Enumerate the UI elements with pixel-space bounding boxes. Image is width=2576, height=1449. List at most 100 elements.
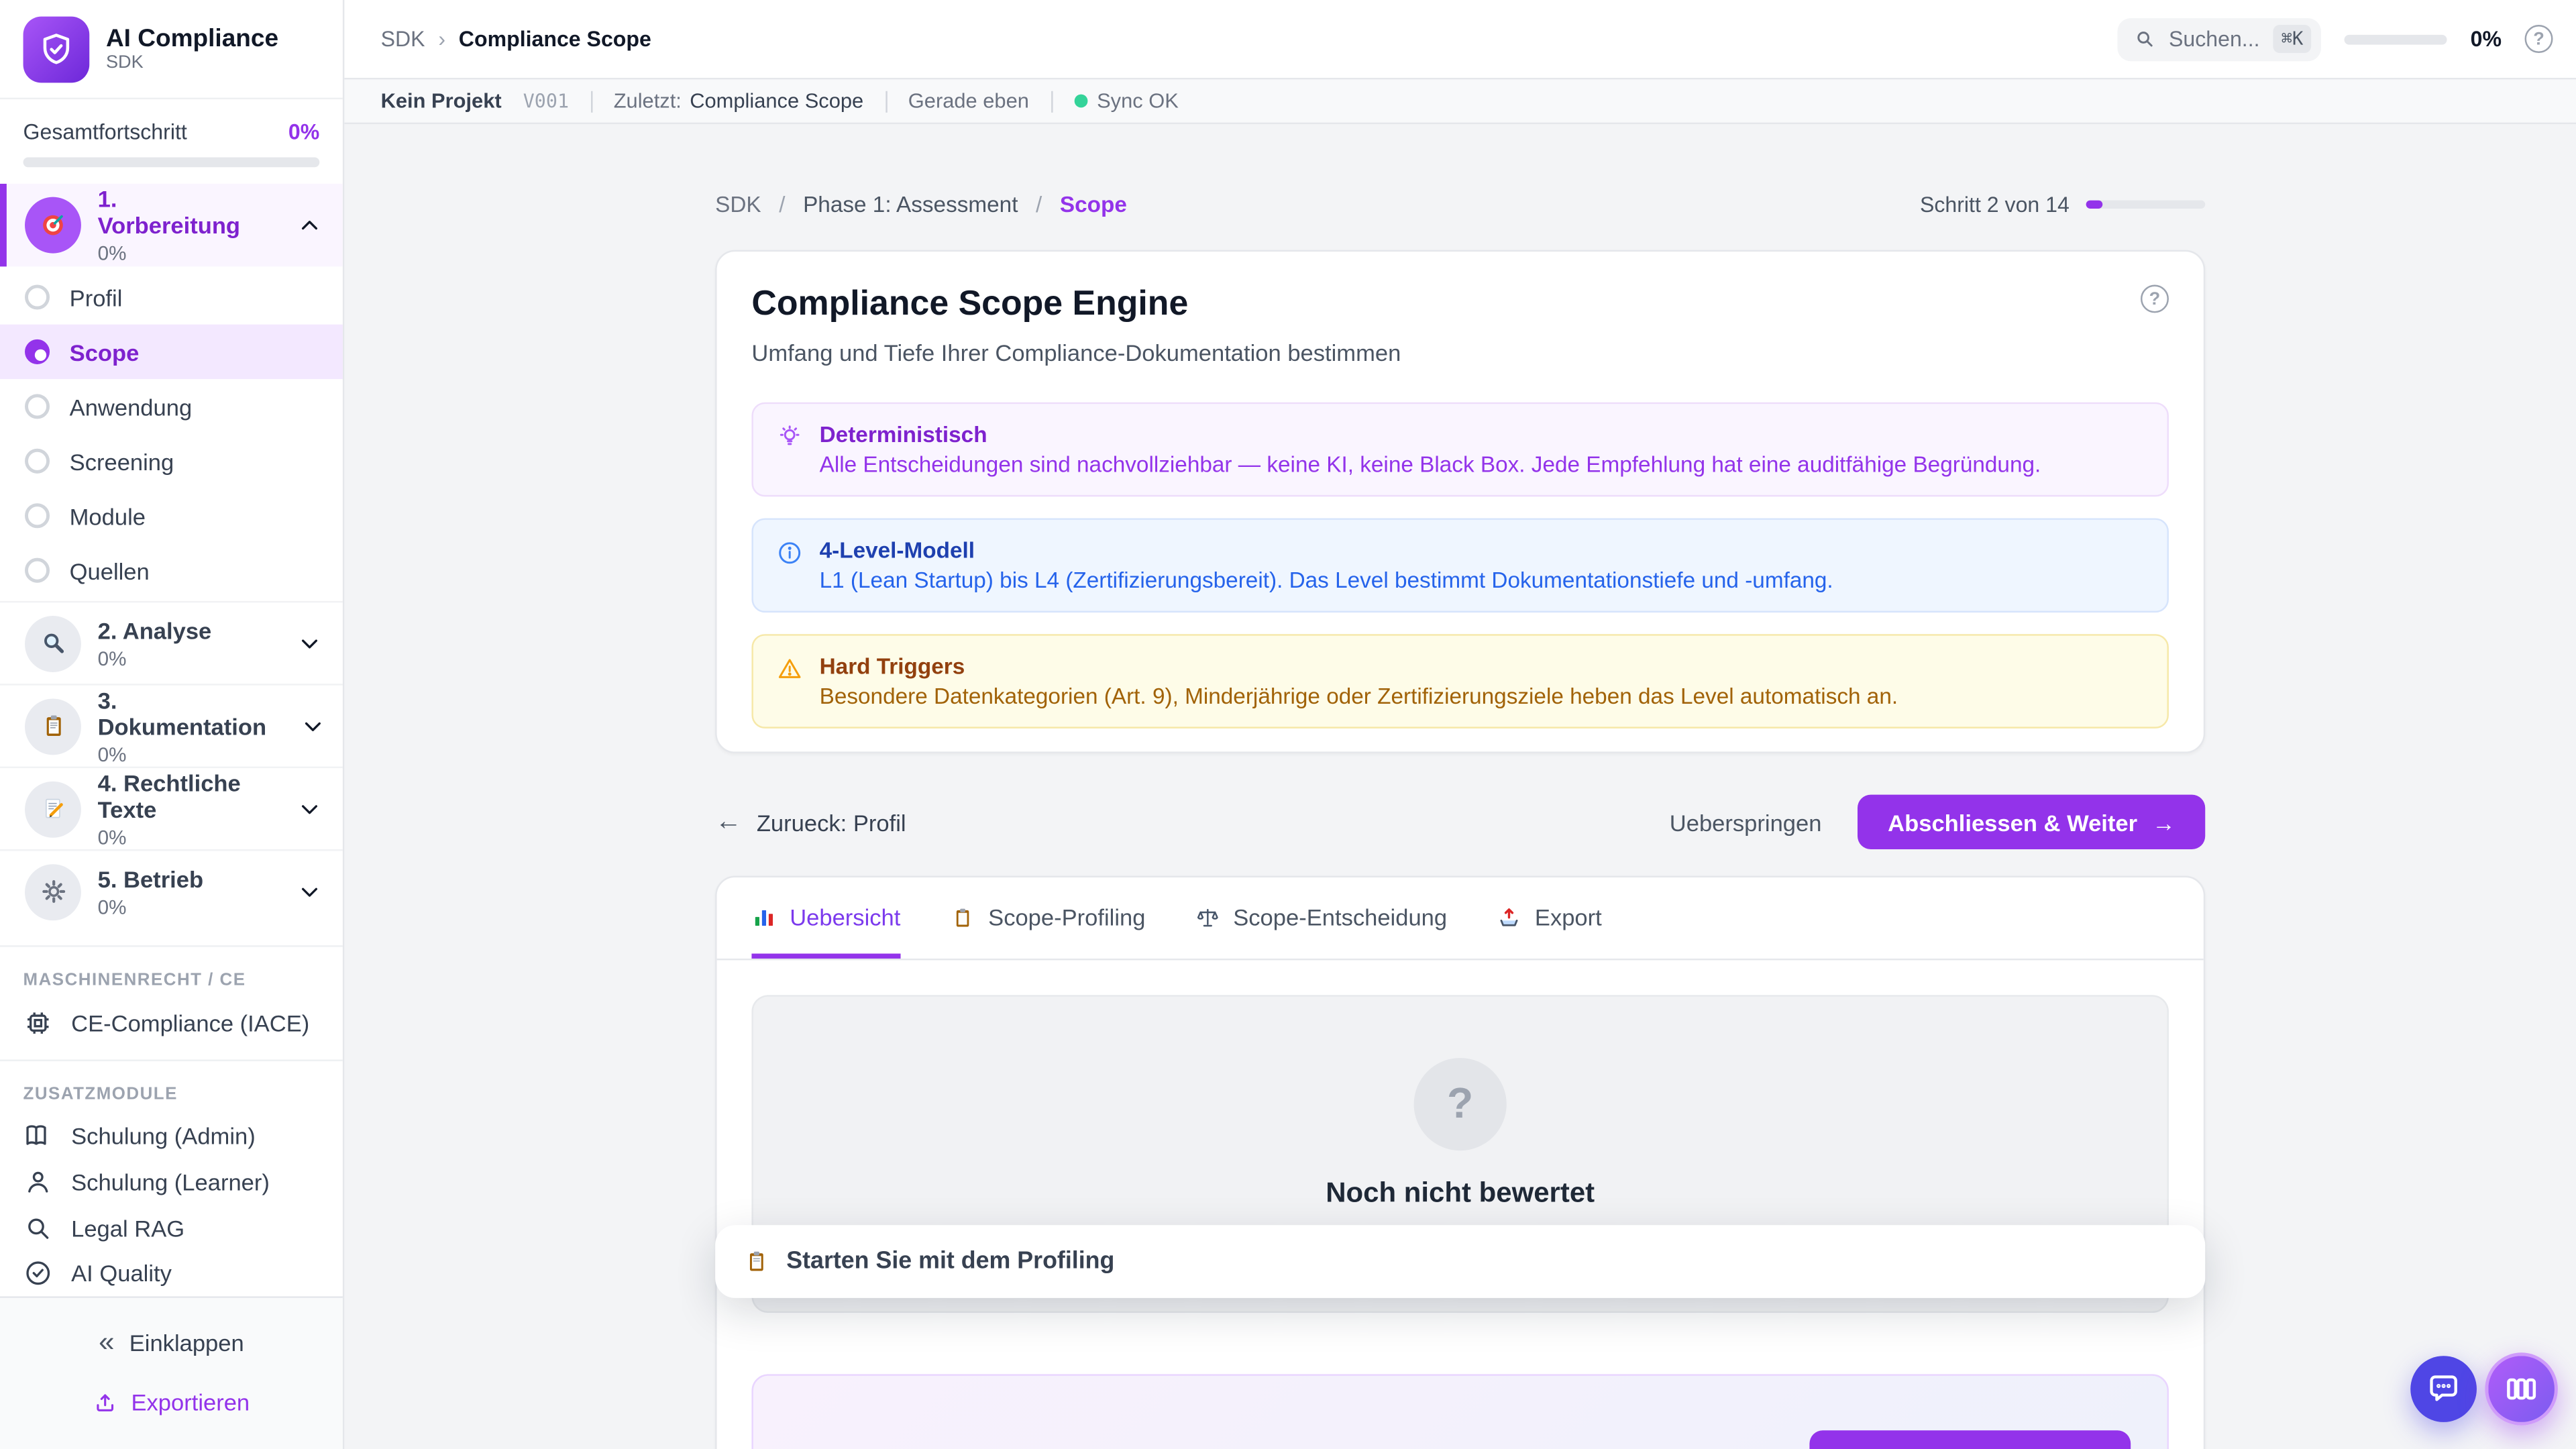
note-title: 4-Level-Modell [819,538,975,564]
section-maschinenrecht: MASCHINENRECHT / CE [23,970,246,990]
skip-button[interactable]: Ueberspringen [1669,808,1822,836]
back-label: Zurueck: Profil [756,808,906,836]
tab-uebersicht[interactable]: Uebersicht [751,877,901,959]
phase-percent: 0% [97,825,127,849]
header-progress-bar [2345,34,2448,44]
version-badge: V001 [523,89,570,113]
tab-export[interactable]: Export [1497,877,1602,959]
nav-item-label: Schulung (Admin) [71,1123,256,1150]
chat-button[interactable] [2410,1356,2477,1422]
profiling-hint-bar: Starten Sie mit dem Profiling [715,1225,2206,1298]
export-label: Exportieren [131,1389,250,1416]
overall-progress: Gesamtfortschritt 0% [0,99,343,184]
step-progress: Schritt 2 von 14 [1920,191,2206,216]
breadcrumb-sdk[interactable]: SDK [715,191,761,217]
back-button[interactable]: ← Zurueck: Profil [715,807,906,837]
empty-state-title: Noch nicht bewertet [1326,1176,1595,1208]
app-logo-shield-icon [23,15,90,83]
phase-title: 1. Vorbereitung [97,185,241,239]
tab-scope-profiling[interactable]: Scope-Profiling [950,877,1145,959]
slash-separator: / [779,191,786,217]
sidebar-item-ai-quality[interactable]: AI Quality [0,1250,343,1296]
collapse-label: Einklappen [129,1329,244,1356]
info-notes: Deterministisch Alle Entscheidungen sind… [751,402,2169,729]
sidebar-phase-betrieb[interactable]: 5. Betrieb 0% [0,849,343,932]
finish-next-button[interactable]: Abschliessen & Weiter → [1858,794,2206,850]
scale-icon [1197,908,1218,926]
upload-icon [97,1393,114,1411]
overall-progress-bar [23,157,320,168]
search-placeholder: Suchen... [2168,26,2260,52]
note-hard-triggers: Hard Triggers Besondere Datenkategorien … [751,634,2169,729]
chat-bubble-icon [2430,1375,2457,1401]
tab-label: Scope-Profiling [988,904,1146,930]
book-icon [26,1126,46,1146]
check-circle-icon [26,1261,50,1285]
sidebar-phase-vorbereitung[interactable]: 1. Vorbereitung 0% [0,183,343,267]
engine-card: Compliance Scope Engine ? Umfang und Tie… [715,250,2206,753]
columns-icon [2507,1378,2536,1400]
tab-label: Scope-Entscheidung [1233,904,1448,930]
sidebar-phase-dokumentation[interactable]: 3. Dokumentation 0% [0,684,343,766]
tab-label: Uebersicht [790,904,901,930]
sidebar-item-legal-rag[interactable]: Legal RAG [0,1205,343,1250]
clipboard-icon [25,698,81,755]
updated-time: Gerade eben [908,89,1029,113]
search-icon [2137,32,2153,47]
card-help-icon[interactable]: ? [2140,284,2169,313]
radio-icon [25,394,50,419]
arrow-right-icon: → [2152,808,2176,836]
substep-label: Quellen [69,557,150,584]
note-text: L1 (Lean Startup) bis L4 (Zertifizierung… [819,568,1833,593]
substep-label: Module [69,502,146,529]
sidebar: AI Compliance SDK Gesamtfortschritt 0% 1… [0,0,345,1449]
phase-title: 4. Rechtliche Texte [97,769,241,822]
sync-status: Sync OK [1073,89,1179,113]
sidebar-phase-analyse[interactable]: 2. Analyse 0% [0,600,343,684]
target-icon [25,197,81,254]
sidebar-item-profil[interactable]: Profil [0,270,343,324]
sidebar-item-module[interactable]: Module [0,488,343,543]
header-progress-value: 0% [2470,26,2502,52]
sidebar-phase-rechtliche-texte[interactable]: 4. Rechtliche Texte 0% [0,766,343,849]
search-icon [28,1218,49,1238]
note-4-level-modell: 4-Level-Modell L1 (Lean Startup) bis L4 … [751,518,2169,613]
nav-item-label: CE-Compliance (IACE) [71,1009,310,1036]
note-title: Deterministisch [819,422,987,447]
sidebar-item-schulung-learner[interactable]: Schulung (Learner) [0,1159,343,1205]
chevron-up-icon [301,221,318,230]
memo-icon [25,780,81,837]
chevron-down-icon [301,887,318,896]
phase-percent: 0% [97,241,127,265]
overall-progress-label: Gesamtfortschritt [23,119,187,144]
breadcrumb-phase[interactable]: Phase 1: Assessment [803,191,1018,217]
breadcrumb-scope: Scope [1059,191,1127,217]
collapse-sidebar-button[interactable]: « Einklappen [0,1318,343,1367]
scope-tabs-card: Uebersicht Scope-Profiling Scope-Entsche… [715,875,2206,1449]
export-button[interactable]: Exportieren [0,1377,343,1427]
sidebar-item-quellen[interactable]: Quellen [0,543,343,597]
sidebar-item-schulung-admin[interactable]: Schulung (Admin) [0,1114,343,1159]
slash-separator: / [1036,191,1042,217]
phase-percent: 0% [97,742,127,766]
sidebar-item-screening[interactable]: Screening [0,434,343,488]
substep-label: Profil [69,284,123,311]
note-text: Alle Entscheidungen sind nachvollziehbar… [819,451,2041,477]
breadcrumb-root[interactable]: SDK [380,26,425,52]
divider [1050,90,1053,112]
sidebar-item-ce-compliance[interactable]: CE-Compliance (IACE) [0,1000,343,1046]
step-nav-row: ← Zurueck: Profil Ueberspringen Abschlie… [715,794,2206,850]
tab-scope-entscheidung[interactable]: Scope-Entscheidung [1195,877,1447,959]
help-icon[interactable]: ? [2524,25,2553,53]
nav-item-label: Schulung (Learner) [71,1169,270,1195]
note-deterministisch: Deterministisch Alle Entscheidungen sind… [751,402,2169,497]
panel-toggle-button[interactable] [2485,1352,2558,1426]
breadcrumb-current: Compliance Scope [458,26,651,52]
sidebar-item-scope[interactable]: Scope [0,324,343,380]
substep-label: Screening [69,447,174,475]
start-profiling-button[interactable]: Scope-Profiling starten [1809,1430,2131,1449]
sidebar-item-anwendung[interactable]: Anwendung [0,379,343,433]
keyboard-shortcut-badge: ⌘K [2273,25,2312,53]
search-input[interactable]: Suchen... ⌘K [2117,17,2322,61]
chevron-down-icon [301,804,318,814]
